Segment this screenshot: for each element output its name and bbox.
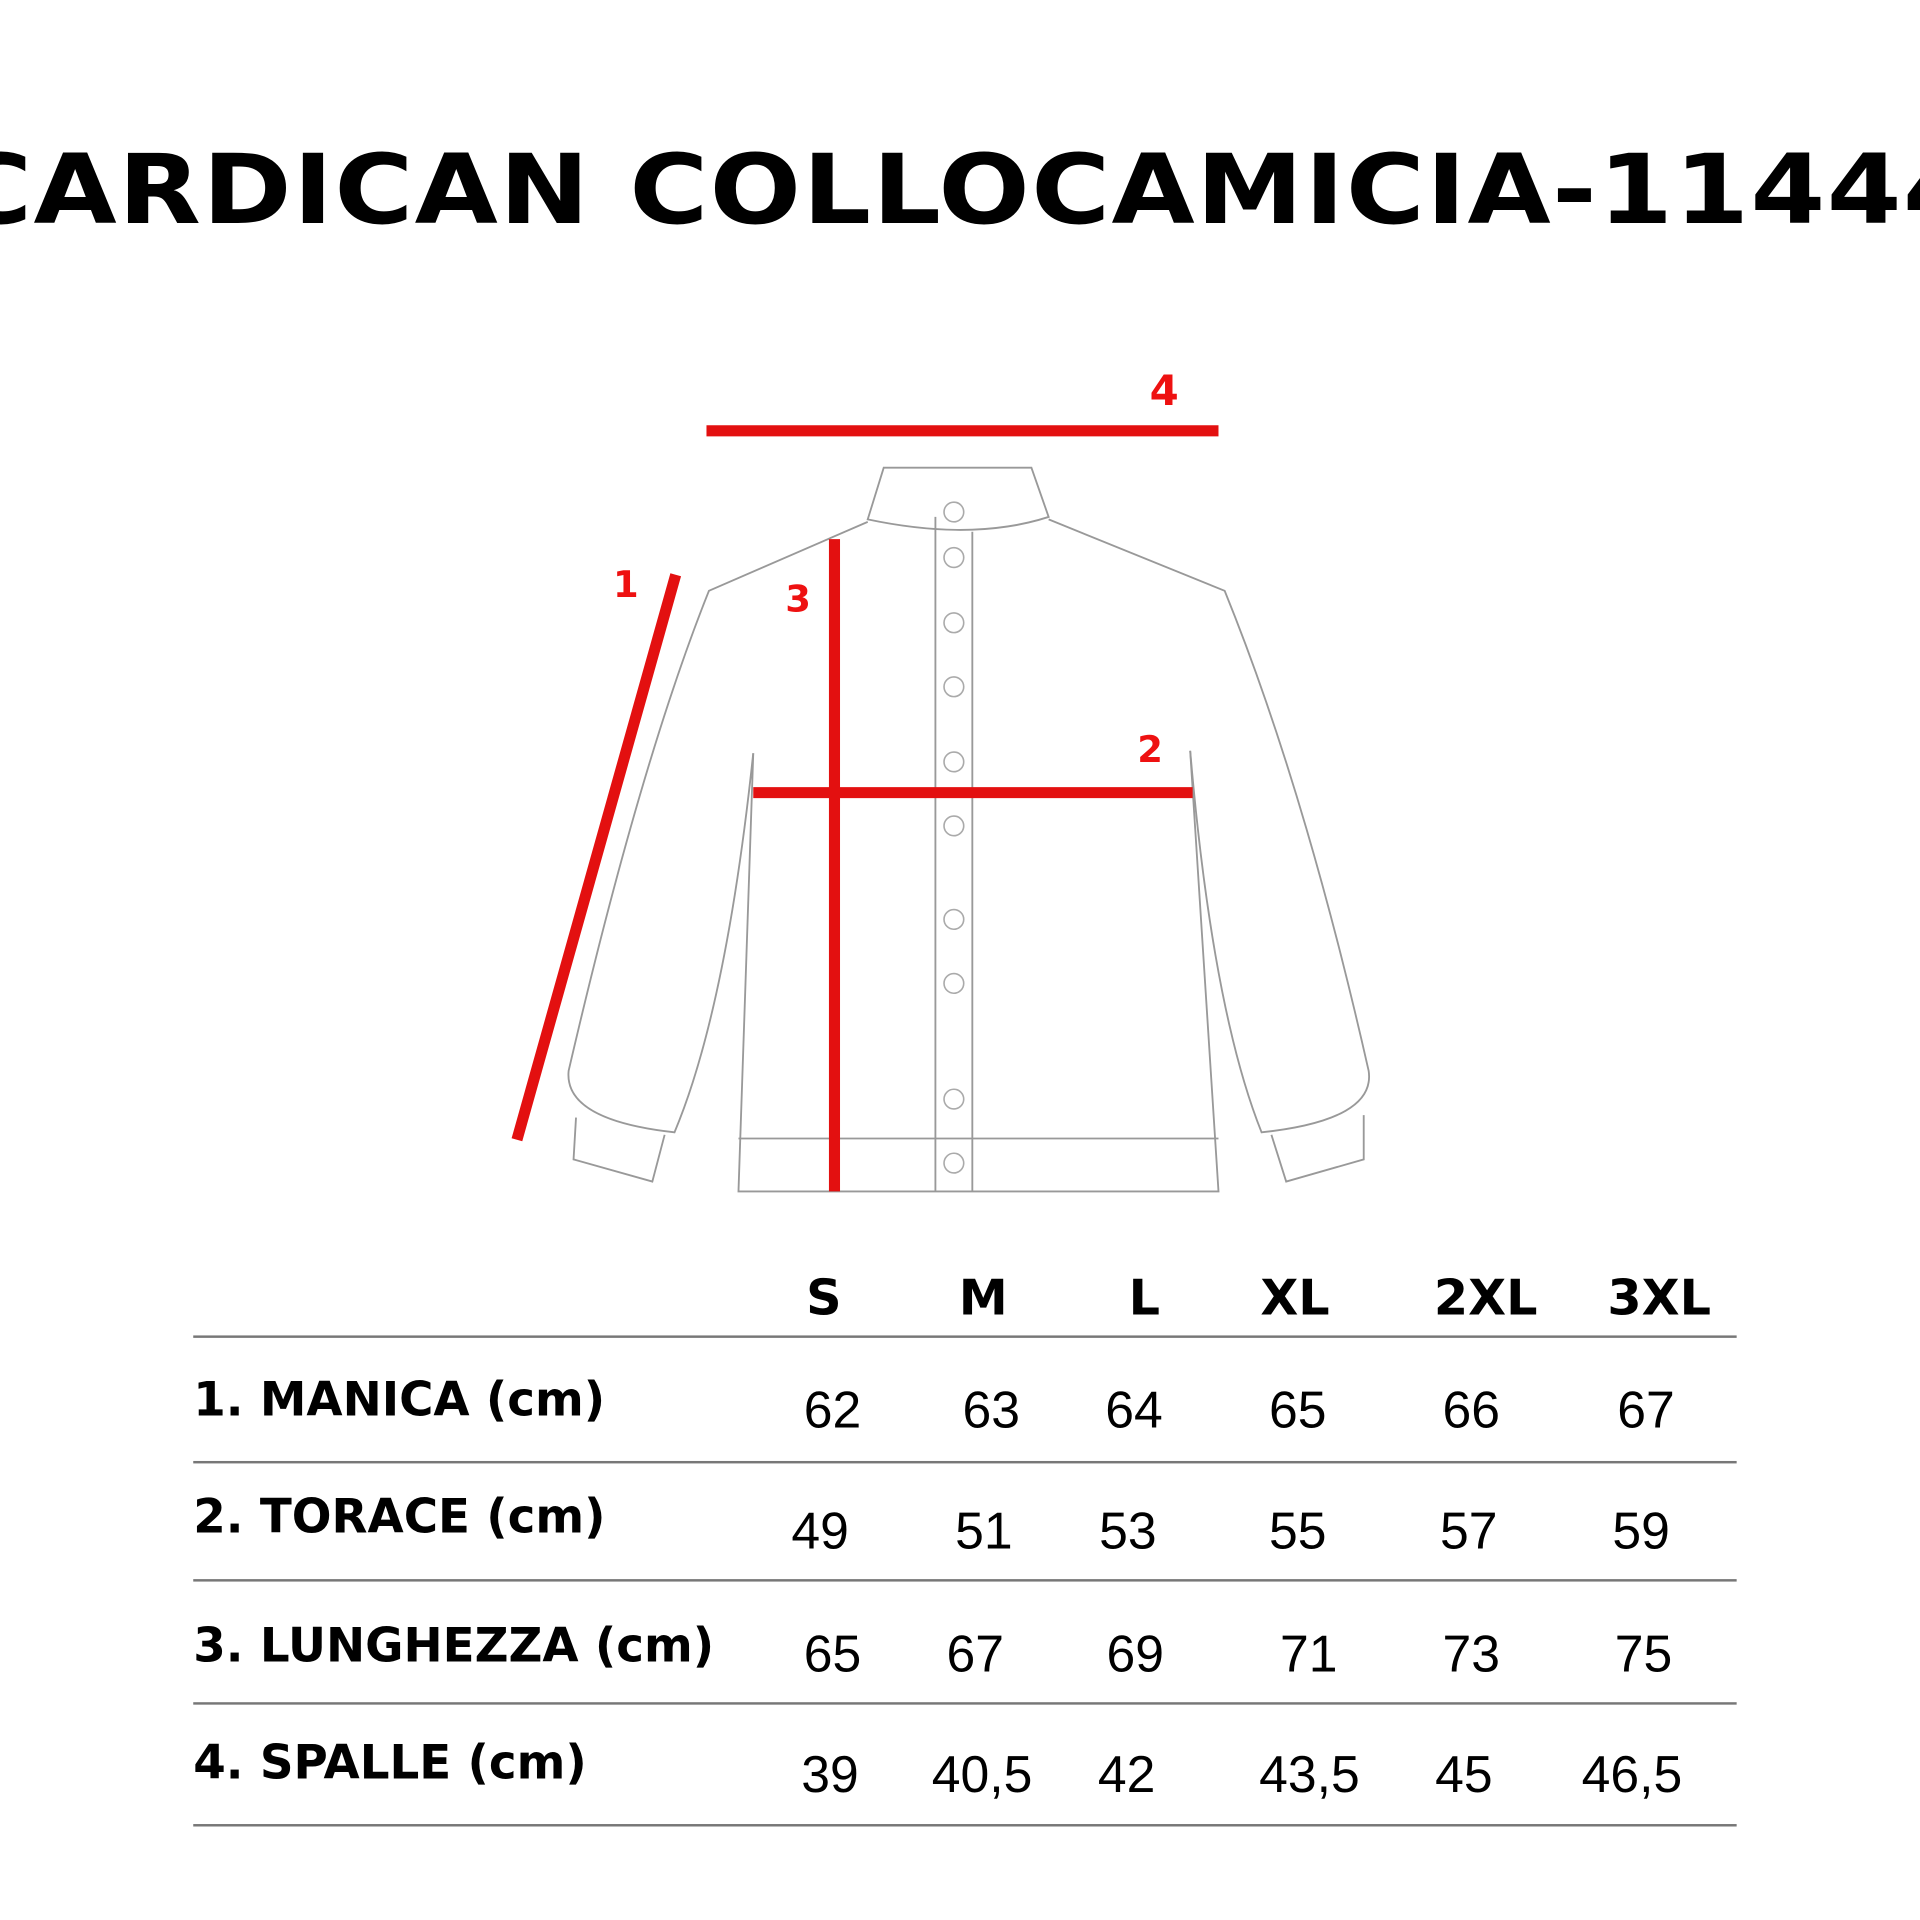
table-cell: 62 [803, 1380, 862, 1439]
table-cell: 67 [946, 1624, 1004, 1683]
row-label: 1. MANICA (cm) [193, 1372, 606, 1427]
table-cell: 63 [962, 1380, 1020, 1439]
table-cell: 53 [1099, 1501, 1157, 1560]
table-cell: 39 [801, 1745, 859, 1804]
table-cell: 51 [955, 1501, 1013, 1560]
row-label: 4. SPALLE (cm) [193, 1735, 587, 1790]
table-cell: 69 [1106, 1624, 1164, 1683]
sleeve-line [511, 573, 682, 1142]
size-header: M [958, 1270, 1008, 1327]
table-cell: 66 [1442, 1380, 1500, 1439]
divider [193, 1824, 1737, 1826]
marker-4: 4 [1149, 366, 1179, 417]
page-title: CARDICAN COLLOCAMICIA-11444 [0, 135, 1920, 247]
table-cell: 55 [1268, 1501, 1327, 1560]
divider [193, 1335, 1737, 1338]
row-label: 2. TORACE (cm) [193, 1489, 606, 1544]
table-cell: 43,5 [1259, 1745, 1360, 1804]
size-header: L [1128, 1270, 1161, 1327]
table-cell: 40,5 [931, 1745, 1033, 1804]
divider [193, 1702, 1737, 1705]
divider [193, 1579, 1737, 1581]
table-cell: 65 [803, 1624, 862, 1683]
divider [193, 1460, 1737, 1463]
table-cell: 57 [1440, 1501, 1498, 1560]
jacket-diagram [511, 425, 1370, 1193]
size-header: XL [1260, 1270, 1330, 1327]
table-cell: 49 [791, 1501, 849, 1560]
table-cell: 65 [1268, 1380, 1327, 1439]
table-cell: 64 [1105, 1380, 1163, 1439]
buttons [943, 501, 965, 1174]
measure-lines [511, 425, 1219, 1192]
table-cell: 73 [1442, 1624, 1500, 1683]
table-cell: 42 [1097, 1745, 1156, 1804]
table-cell: 45 [1435, 1745, 1493, 1804]
table-cell: 59 [1612, 1501, 1670, 1560]
table-cell: 67 [1617, 1380, 1675, 1439]
table-cell: 75 [1614, 1624, 1673, 1683]
jacket-outline [567, 466, 1370, 1193]
table-cell: 71 [1280, 1624, 1338, 1683]
size-header: 2XL [1433, 1270, 1538, 1327]
marker-1: 1 [612, 563, 639, 607]
row-label: 3. LUNGHEZZA (cm) [193, 1618, 715, 1673]
marker-2: 2 [1137, 728, 1163, 772]
marker-3: 3 [785, 578, 811, 622]
table-cell: 46,5 [1581, 1745, 1683, 1804]
size-header: 3XL [1607, 1270, 1712, 1327]
size-header: S [806, 1270, 842, 1327]
